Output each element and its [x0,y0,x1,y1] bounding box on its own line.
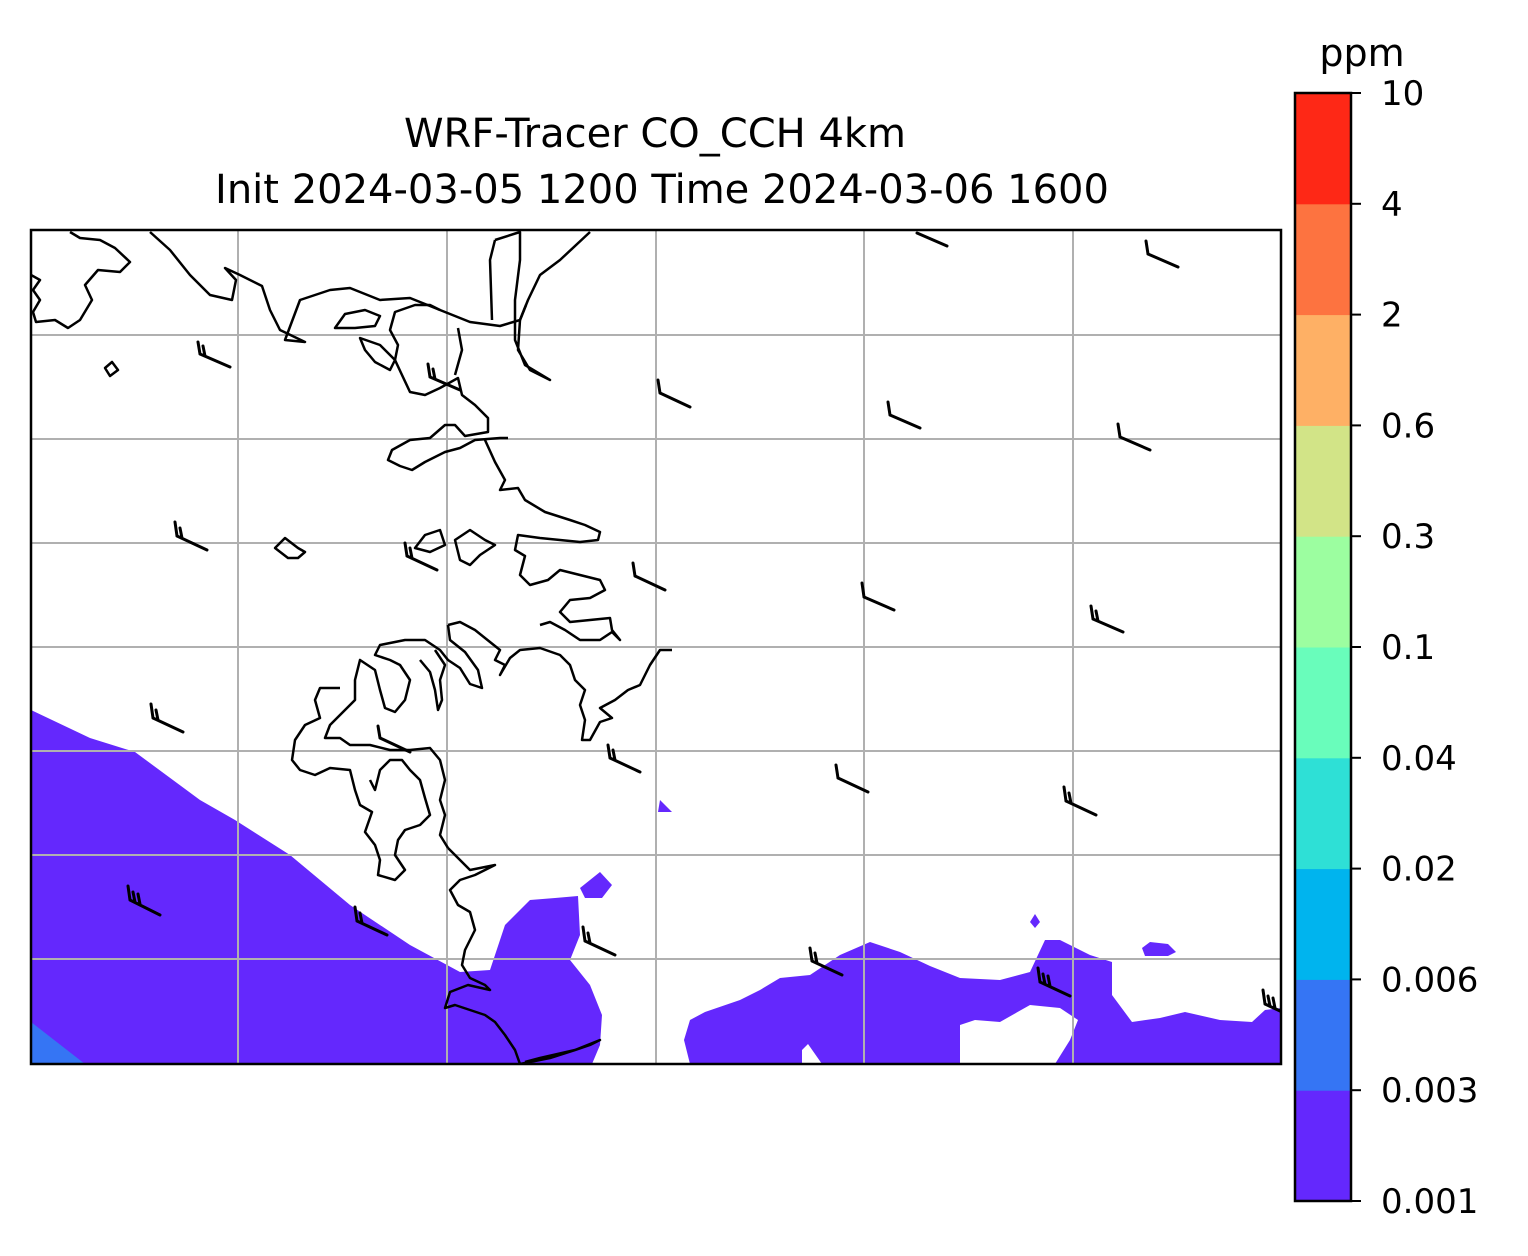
coastline-island-5 [413,528,447,554]
colorbar-units: ppm [1319,31,1404,75]
colorbar-band [1295,314,1351,426]
wind-barb [1089,604,1125,634]
wind-barb [149,702,185,734]
map-gridlines [31,230,1281,1064]
map-title-line-2: Init 2024-03-05 1200 Time 2024-03-06 160… [215,167,1109,213]
colorbar-band [1295,93,1351,205]
wind-barb [1062,785,1098,817]
map-panel [29,228,1283,1066]
colorbar-tick-label: 0.04 [1381,739,1457,779]
colorbar-tick-label: 4 [1381,185,1403,225]
colorbar-bands [1295,93,1351,1202]
coastline-island-2 [103,360,120,378]
colorbar-tick-label: 2 [1381,296,1403,336]
tracer-area-blob-1 [580,872,612,898]
wind-barb [196,340,232,369]
coastline-north-1 [149,231,528,344]
colorbar-band [1295,536,1351,648]
colorbar-band [1295,425,1351,537]
coastline-central-7 [419,649,447,712]
wind-barb [915,231,949,248]
wind-barb [631,561,667,592]
tracer-fill-layer [31,710,1281,1064]
coastline-north-peninsula [494,230,591,382]
map-title-line-1: WRF-Tracer CO_CCH 4km [404,111,906,157]
coastline-island-3 [358,336,397,372]
coastline-island-1 [333,308,382,330]
wind-barb [426,362,462,392]
wind-barb [581,925,617,957]
wind-barbs [126,231,1281,1014]
colorbar-band [1295,203,1351,316]
coastline-central-3 [483,439,622,642]
coastline-central-5 [323,624,484,849]
tracer-area-southwest [31,710,602,1064]
coastline-north-inlet [488,239,497,321]
coastline-central-2 [453,327,464,376]
wind-barb [173,520,209,552]
wind-barb [403,541,439,572]
wind-barb [834,763,870,794]
wind-barb [1116,422,1152,452]
coastline-south-bay [519,1038,602,1064]
colorbar-ticks: 0.001 0.003 0.006 0.02 0.04 0.1 0.3 0.6 2 4 10 [1351,74,1478,1222]
coastline-island-6 [453,528,497,567]
map-frame [29,228,1283,1066]
colorbar-band [1295,979,1351,1091]
colorbar-tick-label: 10 [1381,74,1424,114]
colorbar: ppm 0.001 0.003 0.006 0.02 0.04 0.1 0.3 0.6 2 4 10 [1293,31,1478,1222]
colorbar-tick-label: 0.6 [1381,406,1435,446]
wind-barb [656,378,692,409]
tracer-area-blob-4 [1030,914,1040,928]
coastline-central-1 [386,303,508,472]
tracer-area-blob-2 [658,800,672,812]
colorbar-band [1295,868,1351,980]
wind-barb [808,946,844,977]
wind-barb [606,743,642,774]
wind-barb [860,581,896,612]
colorbar-tick-label: 0.02 [1381,850,1457,890]
coastline-island-4 [273,536,307,560]
wind-barb [126,884,162,917]
coastline-central-4 [447,620,672,742]
colorbar-tick-label: 0.1 [1381,628,1435,668]
wind-barb [1144,239,1180,269]
colorbar-tick-label: 0.003 [1381,1071,1478,1111]
colorbar-band [1295,757,1351,870]
colorbar-tick-label: 0.001 [1381,1182,1478,1222]
coastlines [31,230,672,1064]
tracer-area-blob-3 [1142,942,1176,956]
colorbar-band [1295,647,1351,759]
wind-barb [1036,966,1072,998]
coastline-south [443,847,522,1064]
coastline-central-6 [290,686,432,882]
coastline-northwest [31,230,132,330]
colorbar-band [1295,1090,1351,1202]
colorbar-tick-label: 0.006 [1381,960,1478,1000]
tracer-area-corner [31,1022,85,1064]
colorbar-tick-label: 0.3 [1381,517,1435,557]
wind-barb [353,905,389,937]
wind-barb [376,724,412,754]
wind-barb [886,400,922,430]
